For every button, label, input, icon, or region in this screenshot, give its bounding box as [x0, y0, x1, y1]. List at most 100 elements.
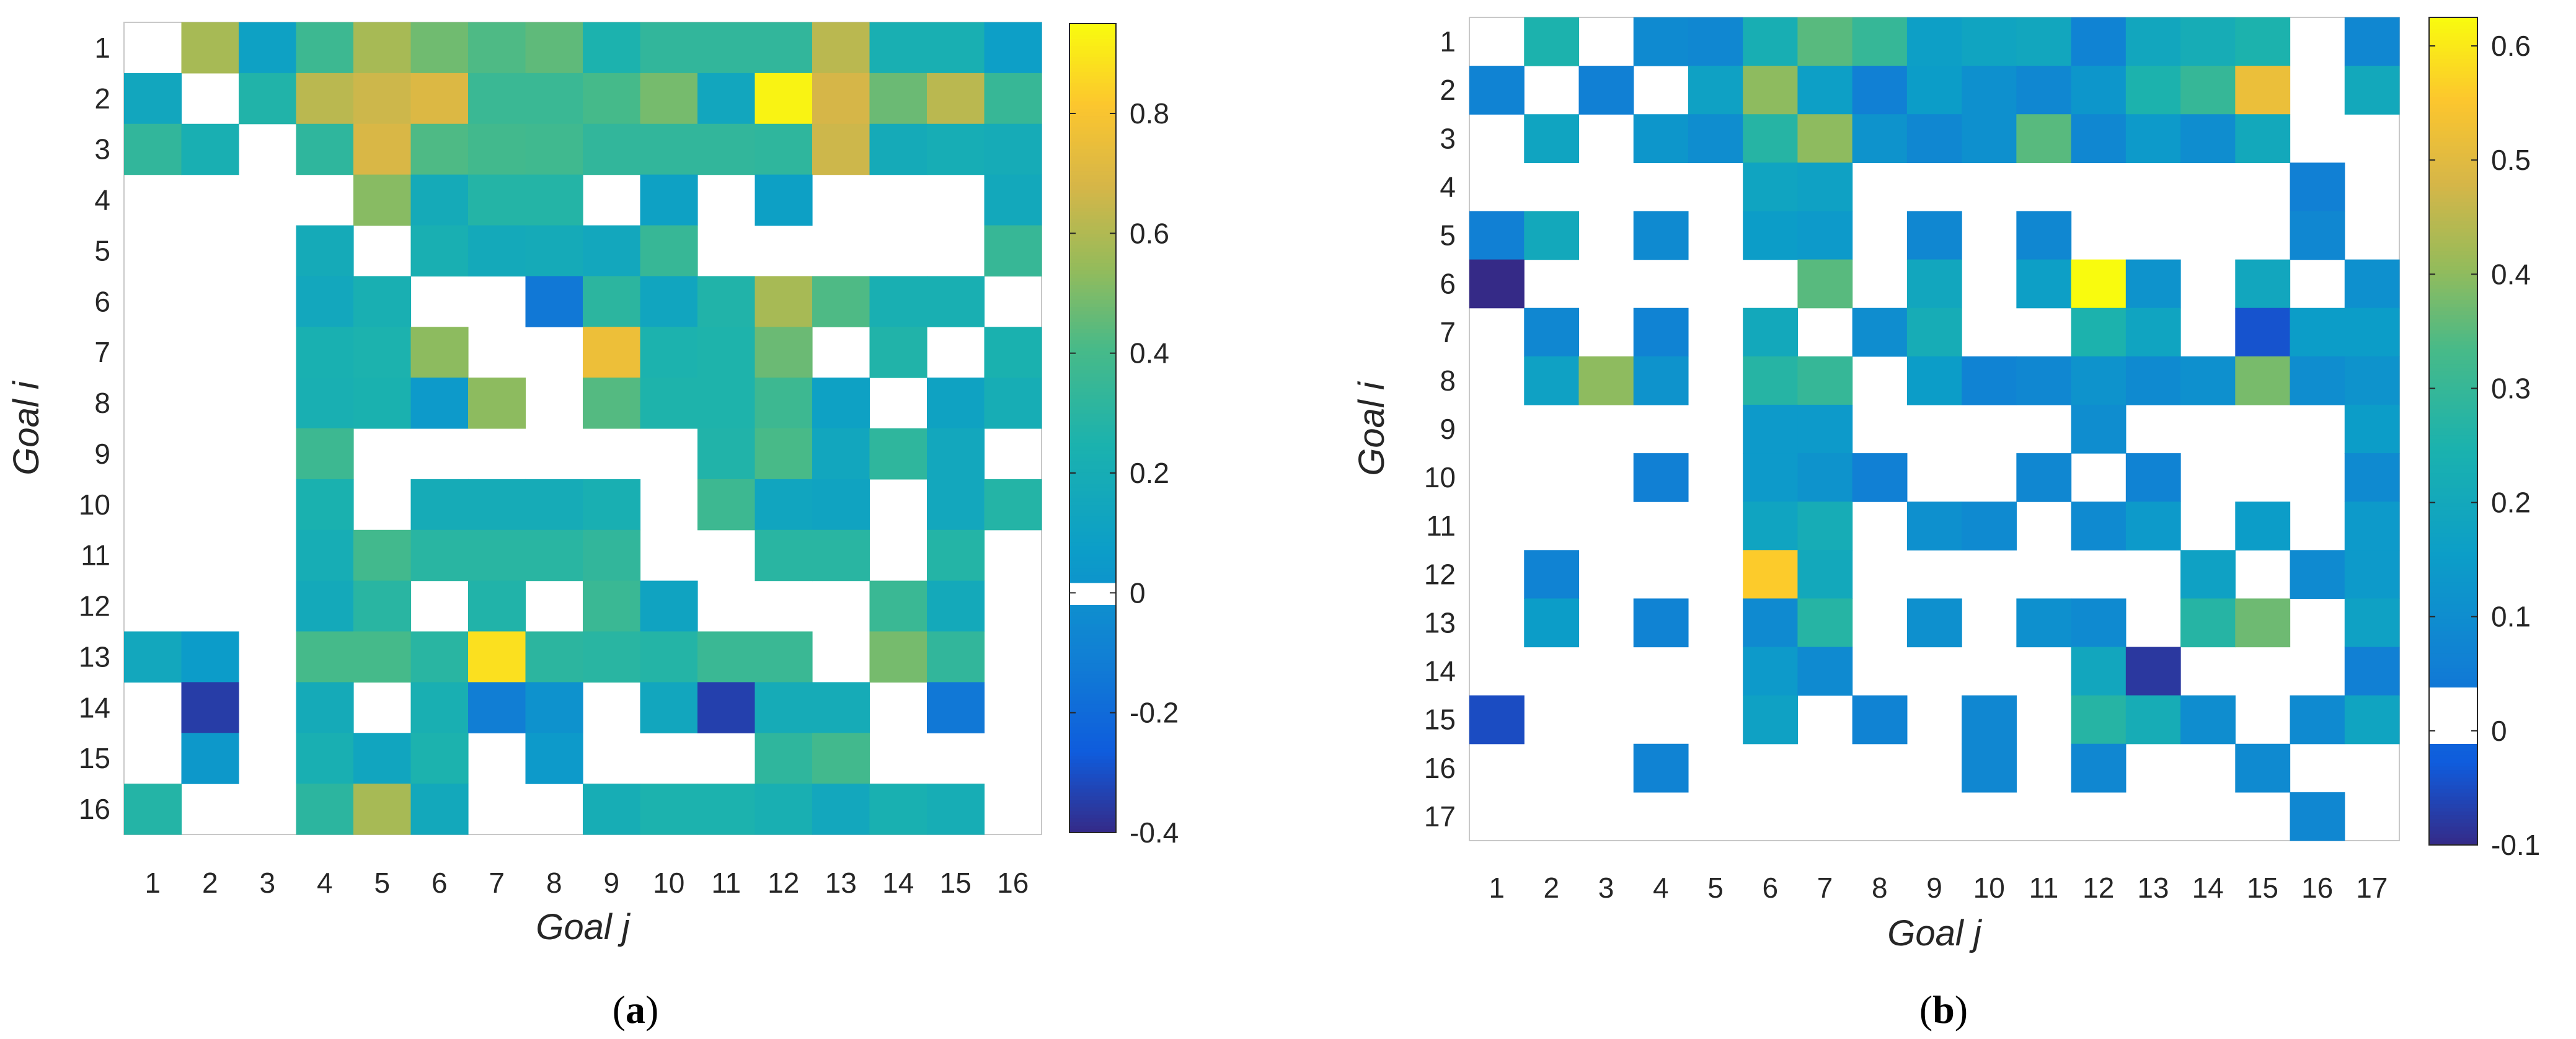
- heatmap-cell: [640, 123, 698, 175]
- heatmap-cell: [1906, 17, 1962, 66]
- colorbar-segment: [2429, 209, 2477, 214]
- y-tick-label: 9: [94, 438, 110, 470]
- colorbar-segment: [2429, 333, 2477, 338]
- colorbar-segment: [2429, 17, 2477, 22]
- heatmap-cell: [927, 378, 985, 429]
- colorbar-segment: [2429, 826, 2477, 831]
- heatmap-cell: [525, 733, 583, 784]
- colorbar-segment: [2429, 480, 2477, 485]
- colorbar-segment: [1069, 119, 1116, 123]
- colorbar-segment: [1069, 112, 1116, 117]
- colorbar-segment: [2429, 544, 2477, 549]
- colorbar-segment: [1069, 207, 1116, 212]
- panel-label-b: (b): [1919, 988, 1968, 1032]
- heatmap-cell: [1797, 598, 1853, 648]
- colorbar-segment: [1069, 391, 1116, 396]
- heatmap-cell: [2071, 259, 2127, 309]
- colorbar-segment: [1069, 417, 1116, 422]
- colorbar-segment: [2429, 815, 2477, 820]
- heatmap-cell: [2344, 17, 2400, 66]
- colorbar-segment: [2429, 514, 2477, 518]
- colorbar-segment: [2429, 235, 2477, 240]
- heatmap-cell: [468, 174, 526, 226]
- colorbar-segment: [2429, 25, 2477, 30]
- heatmap-cell: [2016, 453, 2072, 502]
- colorbar-segment: [1069, 380, 1116, 385]
- colorbar-segment: [2429, 540, 2477, 545]
- colorbar-segment: [1069, 211, 1116, 216]
- colorbar-segment: [2429, 367, 2477, 372]
- heatmap-cell: [927, 631, 985, 683]
- colorbar-segment: [1069, 229, 1116, 234]
- colorbar-segment: [1069, 733, 1116, 738]
- colorbar-segment: [2429, 732, 2477, 736]
- colorbar-segment: [2429, 194, 2477, 199]
- heatmap-cell: [1797, 647, 1853, 696]
- colorbar-segment: [2429, 352, 2477, 356]
- colorbar-frame: [1069, 23, 1117, 833]
- heatmap-cell: [525, 123, 583, 175]
- colorbar-segment: [1069, 424, 1116, 429]
- colorbar-segment: [1069, 777, 1116, 782]
- colorbar-segment: [2429, 702, 2477, 707]
- colorbar-tick-label: 0.1: [2491, 601, 2531, 633]
- heatmap-cell: [1797, 404, 1853, 454]
- colorbar-segment: [1069, 740, 1116, 745]
- colorbar-segment: [1069, 564, 1116, 568]
- colorbar-segment: [2429, 423, 2477, 428]
- colorbar-segment: [2429, 40, 2477, 45]
- colorbar-segment: [2429, 472, 2477, 477]
- colorbar-segment: [2429, 788, 2477, 793]
- colorbar-segment: [2429, 126, 2477, 131]
- colorbar-segment: [1069, 667, 1116, 671]
- colorbar-segment: [2429, 604, 2477, 609]
- colorbar-segment: [2429, 634, 2477, 639]
- heatmap-cell: [640, 225, 698, 276]
- colorbar-segment: [2429, 585, 2477, 590]
- y-tick-label: 1: [1440, 25, 1456, 58]
- colorbar-segment: [1069, 637, 1116, 642]
- colorbar-segment: [1069, 148, 1116, 153]
- y-tick-label: 17: [1424, 800, 1456, 833]
- heatmap-cell: [1524, 17, 1580, 66]
- colorbar-segment: [1069, 332, 1116, 337]
- y-tick-label: 16: [1424, 752, 1456, 784]
- colorbar-segment: [1069, 766, 1116, 771]
- heatmap-cell: [1743, 211, 1799, 260]
- heatmap-cell: [1743, 307, 1799, 357]
- panel-label-a: (a): [613, 988, 659, 1032]
- heatmap-cell: [984, 225, 1042, 276]
- colorbar-segment: [1069, 402, 1116, 407]
- colorbar-segment: [1069, 340, 1116, 344]
- colorbar-segment: [1069, 93, 1116, 98]
- heatmap-cell: [812, 123, 870, 175]
- heatmap-cell: [124, 73, 182, 125]
- colorbar-segment: [1069, 53, 1116, 58]
- colorbar-segment: [1069, 538, 1116, 543]
- colorbar-segment: [2429, 671, 2477, 676]
- heatmap-cell: [410, 682, 469, 733]
- colorbar-segment: [1069, 604, 1116, 609]
- heatmap-cell: [2235, 356, 2291, 405]
- colorbar-segment: [2429, 533, 2477, 537]
- heatmap-cell: [927, 479, 985, 531]
- heatmap-cell: [583, 631, 641, 683]
- colorbar-segment: [2429, 100, 2477, 105]
- colorbar-segment: [2429, 491, 2477, 496]
- heatmap-cell: [1906, 598, 1962, 648]
- colorbar-segment: [2429, 593, 2477, 598]
- colorbar-segment: [2429, 409, 2477, 413]
- heatmap-cell: [1469, 695, 1525, 745]
- colorbar-segment: [2429, 754, 2477, 759]
- heatmap-cell: [296, 784, 354, 835]
- colorbar-segment: [2429, 717, 2477, 722]
- heatmap-cell: [468, 479, 526, 531]
- heatmap-cell: [1743, 647, 1799, 696]
- colorbar-segment: [1069, 288, 1116, 293]
- colorbar-segment: [2429, 600, 2477, 605]
- colorbar-segment: [2429, 608, 2477, 612]
- colorbar-segment: [1069, 56, 1116, 61]
- heatmap-cell: [2125, 259, 2181, 309]
- colorbar-segment: [1069, 192, 1116, 197]
